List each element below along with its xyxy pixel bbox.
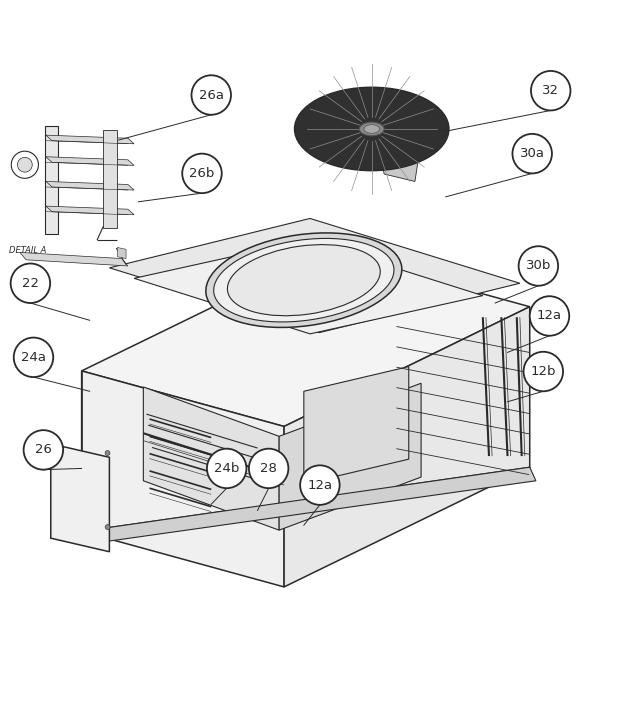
Circle shape <box>24 430 63 470</box>
Polygon shape <box>381 153 418 182</box>
Polygon shape <box>46 135 134 144</box>
Ellipse shape <box>228 244 380 316</box>
Polygon shape <box>82 467 529 541</box>
Text: 30a: 30a <box>520 147 545 160</box>
Text: 26b: 26b <box>189 167 215 180</box>
Polygon shape <box>82 251 529 427</box>
Polygon shape <box>82 467 536 545</box>
Circle shape <box>11 263 50 303</box>
Circle shape <box>182 153 222 193</box>
Circle shape <box>249 449 288 488</box>
Circle shape <box>518 246 558 286</box>
Text: 12a: 12a <box>537 310 562 323</box>
Polygon shape <box>284 307 529 587</box>
Ellipse shape <box>364 124 379 133</box>
Polygon shape <box>45 126 58 234</box>
Circle shape <box>14 337 53 377</box>
Text: 12b: 12b <box>531 365 556 378</box>
Text: 24a: 24a <box>21 351 46 364</box>
Ellipse shape <box>214 238 394 322</box>
Circle shape <box>105 451 110 456</box>
Text: 12a: 12a <box>308 478 332 491</box>
Text: 32: 32 <box>542 84 559 97</box>
Polygon shape <box>20 252 128 266</box>
Polygon shape <box>279 383 421 530</box>
Circle shape <box>300 465 340 505</box>
Ellipse shape <box>360 122 384 136</box>
Text: 22: 22 <box>22 277 39 290</box>
Polygon shape <box>82 371 284 587</box>
Ellipse shape <box>294 87 449 171</box>
Polygon shape <box>46 206 134 214</box>
Circle shape <box>192 76 231 115</box>
Polygon shape <box>51 443 109 552</box>
Circle shape <box>513 134 552 174</box>
Circle shape <box>17 157 32 172</box>
Polygon shape <box>143 387 279 530</box>
Polygon shape <box>117 247 126 259</box>
Circle shape <box>105 525 110 529</box>
Circle shape <box>531 71 570 111</box>
Polygon shape <box>46 157 134 165</box>
Polygon shape <box>134 240 483 334</box>
Text: 26: 26 <box>35 443 52 457</box>
Polygon shape <box>104 130 117 228</box>
Circle shape <box>207 449 246 488</box>
Text: DETAIL A: DETAIL A <box>9 246 46 255</box>
Polygon shape <box>46 182 134 190</box>
Text: eReplacementParts.com: eReplacementParts.com <box>200 384 408 399</box>
Text: 26a: 26a <box>199 89 224 102</box>
Text: 28: 28 <box>260 462 277 475</box>
Circle shape <box>523 352 563 391</box>
Polygon shape <box>304 366 409 484</box>
Text: 24b: 24b <box>214 462 239 475</box>
Polygon shape <box>109 218 520 333</box>
Ellipse shape <box>206 233 402 327</box>
Text: 30b: 30b <box>526 260 551 273</box>
Circle shape <box>529 296 569 336</box>
Circle shape <box>11 151 38 178</box>
